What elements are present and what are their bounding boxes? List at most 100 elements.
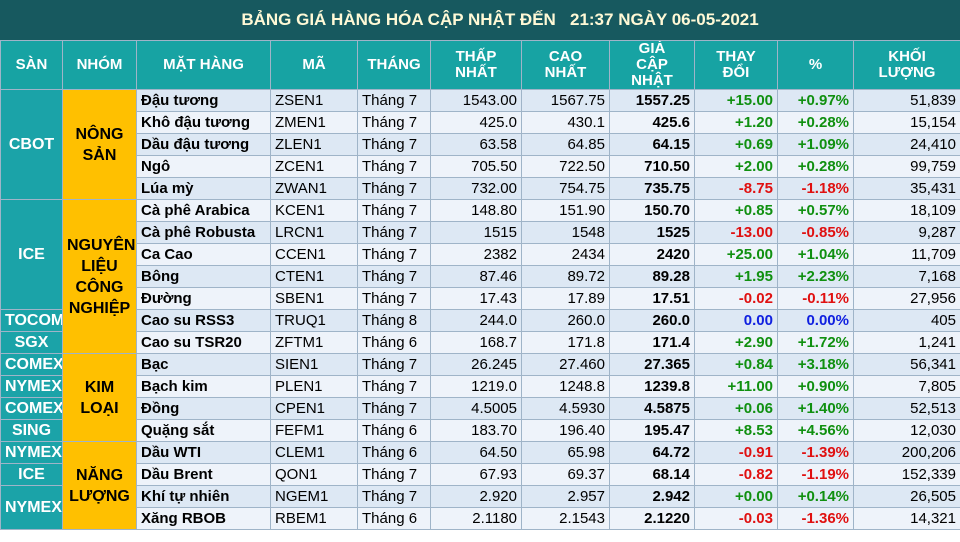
low: 168.7 [430,331,522,354]
high: 430.1 [521,111,610,134]
high: 2434 [521,243,610,266]
high: 1248.8 [521,375,610,398]
percent: +1.09% [777,133,854,156]
percent: +0.57% [777,199,854,222]
change: +2.90 [694,331,778,354]
month: Tháng 7 [357,133,431,156]
month: Tháng 7 [357,177,431,200]
group-cell: KIM LOẠI [62,353,137,442]
volume: 51,839 [853,89,960,112]
month: Tháng 8 [357,309,431,332]
volume: 12,030 [853,419,960,442]
price: 64.15 [609,133,695,156]
month: Tháng 6 [357,419,431,442]
change: +0.85 [694,199,778,222]
exchange-cell: SING [0,419,63,442]
month: Tháng 6 [357,441,431,464]
change: +0.84 [694,353,778,376]
low: 1219.0 [430,375,522,398]
price: 68.14 [609,463,695,486]
data-row: Bông CTEN1 Tháng 7 87.46 89.72 89.28 +1.95 +2.2… [1,265,960,288]
item-name: Dầu Brent [136,463,271,486]
code: KCEN1 [270,199,358,222]
volume: 15,154 [853,111,960,134]
code: CTEN1 [270,265,358,288]
low: 2.920 [430,485,522,508]
code: CPEN1 [270,397,358,420]
low: 1515 [430,221,522,244]
code: ZCEN1 [270,155,358,178]
high: 64.85 [521,133,610,156]
month: Tháng 7 [357,155,431,178]
column-header: NHÓM [62,40,137,90]
data-row: COMEX KIM LOẠI Bạc SIEN1 Tháng 7 26.245 27.460… [0,353,960,442]
price: 17.51 [609,287,695,310]
month: Tháng 6 [357,331,431,354]
high: 151.90 [521,199,610,222]
data-row: Lúa mỳ ZWAN1 Tháng 7 732.00 754.75 735.75 -8.7… [1,177,960,200]
low: 4.5005 [430,397,522,420]
exchange-cell: CBOT [0,89,63,200]
month: Tháng 7 [357,463,431,486]
exchange-cell: COMEX [0,397,63,420]
exchange-cell: SGX [0,331,63,354]
volume: 405 [853,309,960,332]
item-name: Đường [136,287,271,310]
high: 1548 [521,221,610,244]
group-cell: NĂNG LƯỢNG [62,441,137,530]
price: 195.47 [609,419,695,442]
high: 65.98 [521,441,610,464]
price: 89.28 [609,265,695,288]
column-header: MÃ [270,40,358,90]
column-header: % [777,40,854,90]
board-title: BẢNG GIÁ HÀNG HÓA CẬP NHẬT ĐẾN 21:37 NGÀ… [0,0,960,40]
data-row: ICE Dầu Brent QON1 Tháng 7 67.93 69.37 68.14 -0… [0,463,960,486]
price: 2.942 [609,485,695,508]
column-header: THÁNG [357,40,431,90]
item-name: Đồng [136,397,271,420]
code: SIEN1 [270,353,358,376]
code: QON1 [270,463,358,486]
code: FEFM1 [270,419,358,442]
item-name: Xăng RBOB [136,507,271,530]
volume: 7,168 [853,265,960,288]
percent: -1.19% [777,463,854,486]
data-row: SGX Cao su TSR20 ZFTM1 Tháng 6 168.7 171.8 171… [0,331,960,354]
month: Tháng 6 [357,507,431,530]
group-cell: NGUYÊN LIỆU CÔNG NGHIỆP [62,199,137,354]
data-row: Đường SBEN1 Tháng 7 17.43 17.89 17.51 -0.02 -0.… [1,287,960,310]
item-name: Cao su RSS3 [136,309,271,332]
change: +1.20 [694,111,778,134]
change: +15.00 [694,89,778,112]
item-name: Khí tự nhiên [136,485,271,508]
code: ZLEN1 [270,133,358,156]
change: +25.00 [694,243,778,266]
price: 2420 [609,243,695,266]
column-header: MẶT HÀNG [136,40,271,90]
change: +2.00 [694,155,778,178]
volume: 56,341 [853,353,960,376]
table-body: CBOT NÔNG SẢN Đậu tương ZSEN1 Tháng 7 1543.00… [0,89,960,530]
column-header: THẤP NHẤT [430,40,522,90]
item-name: Cao su TSR20 [136,331,271,354]
data-row: Dầu đậu tương ZLEN1 Tháng 7 63.58 64.85 64.15… [1,133,960,156]
item-name: Bông [136,265,271,288]
price: 150.70 [609,199,695,222]
percent: -1.39% [777,441,854,464]
column-header: THAY ĐỔI [694,40,778,90]
exchange-cell: ICE [0,199,63,310]
low: 148.80 [430,199,522,222]
high: 171.8 [521,331,610,354]
code: NGEM1 [270,485,358,508]
volume: 99,759 [853,155,960,178]
exchange-cell: ICE [0,463,63,486]
low: 732.00 [430,177,522,200]
change: 0.00 [694,309,778,332]
high: 260.0 [521,309,610,332]
month: Tháng 7 [357,265,431,288]
volume: 11,709 [853,243,960,266]
price: 1557.25 [609,89,695,112]
price: 171.4 [609,331,695,354]
column-header: CAO NHẤT [521,40,610,90]
